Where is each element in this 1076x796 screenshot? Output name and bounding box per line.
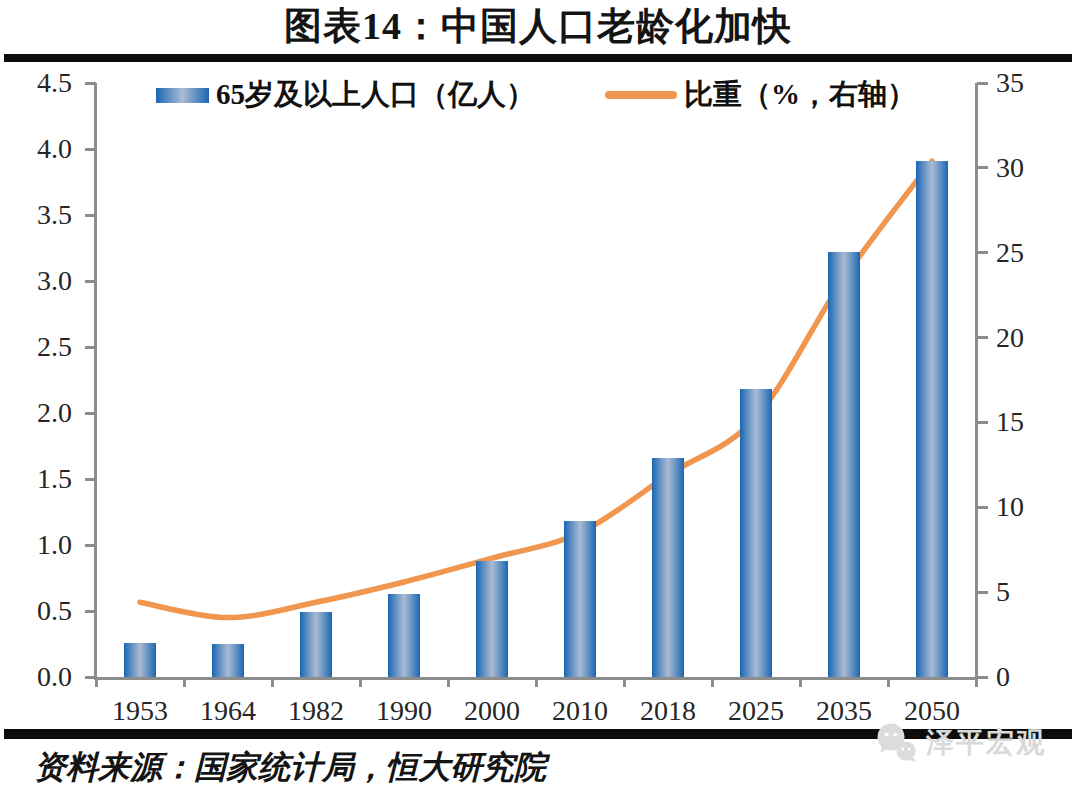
line-legend-swatch: [605, 91, 677, 99]
bar-2000: [476, 561, 508, 677]
legend-item-share: 比重（%，右轴）: [605, 75, 916, 115]
right-axis-tick: [977, 336, 988, 339]
x-axis-tick: [887, 679, 890, 687]
bar-legend-swatch: [156, 88, 209, 103]
left-axis-tick: [85, 148, 96, 151]
left-axis-tick: [85, 280, 96, 283]
plot-area: 0.00.51.01.52.02.53.03.54.04.50510152025…: [0, 0, 1076, 796]
right-axis-tick: [977, 82, 988, 85]
left-axis-tick: [85, 544, 96, 547]
bar-legend-label: 65岁及以上人口（亿人）: [216, 75, 535, 115]
watermark: 泽平宏观: [874, 722, 1046, 764]
x-axis-label-1964: 1964: [184, 695, 272, 727]
y-axis-label-left: 2.5: [0, 331, 72, 363]
y-axis-label-right: 0: [996, 661, 1056, 693]
share-line-path: [140, 161, 932, 617]
x-axis-label-2018: 2018: [624, 695, 712, 727]
left-axis-tick: [85, 82, 96, 85]
left-axis-tick: [85, 610, 96, 613]
y-axis-label-right: 5: [996, 576, 1056, 608]
left-axis-tick: [85, 214, 96, 217]
chart-page: 图表14：中国人口老龄化加快 0.00.51.01.52.02.53.03.54…: [0, 0, 1076, 796]
right-axis-tick: [977, 166, 988, 169]
right-axis-tick: [977, 506, 988, 509]
y-axis-label-left: 0.0: [0, 661, 72, 693]
y-axis-label-left: 4.5: [0, 67, 72, 99]
y-axis-label-left: 4.0: [0, 133, 72, 165]
bar-1982: [300, 612, 332, 677]
bar-1964: [212, 644, 244, 677]
wechat-logo-icon: [874, 722, 920, 764]
x-axis-tick: [975, 679, 978, 687]
y-axis-label-right: 35: [996, 67, 1056, 99]
left-axis-tick: [85, 478, 96, 481]
line-legend-label: 比重（%，右轴）: [684, 75, 916, 115]
x-axis-tick: [359, 679, 362, 687]
y-axis-label-left: 0.5: [0, 595, 72, 627]
x-axis-label-1990: 1990: [360, 695, 448, 727]
legend-item-population: 65岁及以上人口（亿人）: [156, 75, 535, 115]
legend: 65岁及以上人口（亿人） 比重（%，右轴）: [96, 80, 976, 110]
bar-1953: [124, 643, 156, 677]
left-axis-tick: [85, 346, 96, 349]
x-axis-label-2025: 2025: [712, 695, 800, 727]
x-axis-label-1953: 1953: [96, 695, 184, 727]
bar-2010: [564, 521, 596, 677]
x-axis-tick: [95, 679, 98, 687]
bar-2018: [652, 458, 684, 677]
y-axis-label-left: 1.0: [0, 529, 72, 561]
source-note: 资料来源：国家统计局，恒大研究院: [34, 746, 546, 790]
left-axis-tick: [85, 412, 96, 415]
x-axis-tick: [447, 679, 450, 687]
y-axis-label-right: 25: [996, 237, 1056, 269]
y-axis-label-right: 15: [996, 406, 1056, 438]
x-axis-label-2000: 2000: [448, 695, 536, 727]
bar-2025: [740, 389, 772, 677]
y-axis-label-left: 3.5: [0, 199, 72, 231]
x-axis-tick: [535, 679, 538, 687]
right-axis-tick: [977, 251, 988, 254]
bar-1990: [388, 594, 420, 677]
left-axis-line: [94, 83, 97, 680]
x-axis-tick: [711, 679, 714, 687]
bar-2035: [828, 252, 860, 677]
watermark-text: 泽平宏观: [926, 724, 1046, 762]
x-axis-label-2010: 2010: [536, 695, 624, 727]
x-axis-tick: [623, 679, 626, 687]
y-axis-label-right: 20: [996, 322, 1056, 354]
right-axis-tick: [977, 591, 988, 594]
x-axis-tick: [799, 679, 802, 687]
right-axis-tick: [977, 676, 988, 679]
bar-2050: [916, 161, 948, 677]
y-axis-label-right: 30: [996, 152, 1056, 184]
x-axis-label-1982: 1982: [272, 695, 360, 727]
y-axis-label-left: 3.0: [0, 265, 72, 297]
y-axis-label-right: 10: [996, 491, 1056, 523]
right-axis-tick: [977, 421, 988, 424]
x-axis-tick: [183, 679, 186, 687]
y-axis-label-left: 1.5: [0, 463, 72, 495]
x-axis-tick: [271, 679, 274, 687]
y-axis-label-left: 2.0: [0, 397, 72, 429]
